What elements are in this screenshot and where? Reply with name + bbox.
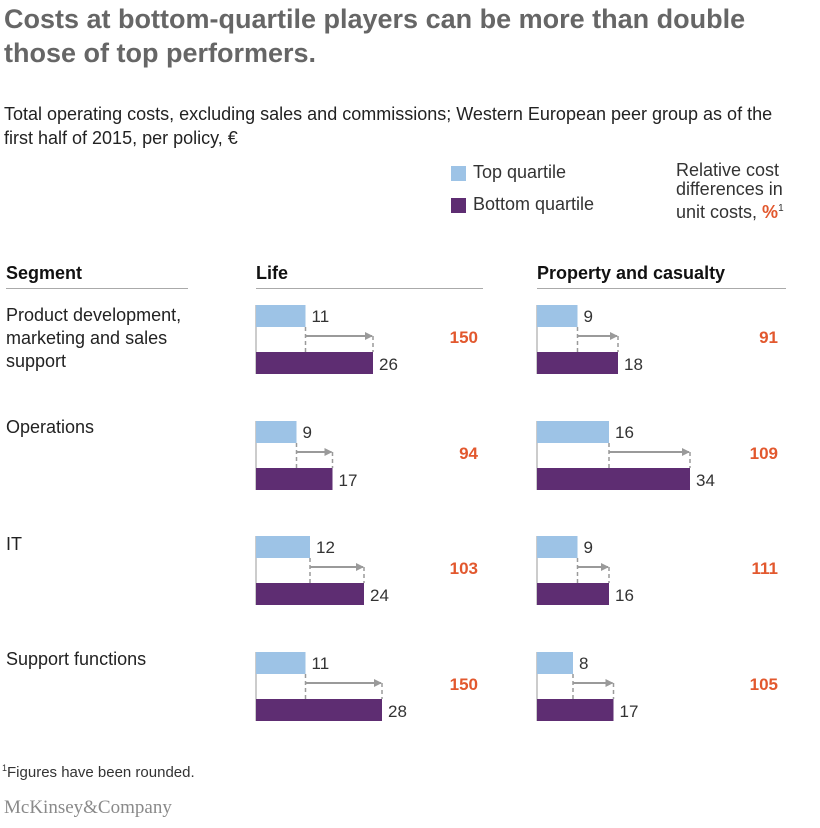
chart-subtitle: Total operating costs, excluding sales a… — [4, 104, 773, 148]
footnote-text: Figures have been rounded. — [7, 764, 195, 781]
segment-label-support-functions: Support functions — [6, 649, 147, 669]
segment-label-it: IT — [6, 534, 22, 554]
bar-top-property-and-casualty-1 — [537, 421, 609, 443]
bar-top-life-3 — [256, 652, 306, 674]
bar-top-property-and-casualty-3 — [537, 652, 573, 674]
bar-top-property-and-casualty-0 — [537, 305, 578, 327]
segment-label-product-development: Product development, marketing and sales… — [6, 305, 182, 371]
column-rule-life — [256, 288, 483, 289]
pct-diff-life-1: 94 — [459, 444, 478, 463]
pct-diff-life-2: 103 — [450, 559, 478, 578]
pct-diff-property-and-casualty-2: 111 — [752, 559, 779, 578]
bar-top-life-0 — [256, 305, 306, 327]
bar-bottom-property-and-casualty-1 — [537, 468, 690, 490]
bar-bottom-life-0 — [256, 352, 373, 374]
column-header-segment: Segment — [6, 263, 83, 283]
bar-bottom-property-and-casualty-3 — [537, 699, 614, 721]
bar-bottom-property-and-casualty-0 — [537, 352, 618, 374]
relative-note-line3: unit costs, %1 — [676, 199, 784, 222]
relative-note-line2: differences in — [676, 179, 783, 199]
chart-title: Costs at bottom-quartile players can be … — [4, 4, 746, 68]
pct-diff-property-and-casualty-3: 105 — [750, 675, 778, 694]
bar-top-life-2 — [256, 536, 310, 558]
label-top-property-and-casualty-3: 8 — [579, 654, 588, 673]
legend-label-bottom: Bottom quartile — [473, 194, 595, 214]
legend-swatch-top — [451, 166, 466, 181]
column-header-pc: Property and casualty — [537, 263, 726, 283]
relative-note-prefix: unit costs, — [676, 202, 763, 222]
column-rule-segment — [6, 288, 188, 289]
bar-top-life-1 — [256, 421, 297, 443]
bar-top-property-and-casualty-2 — [537, 536, 578, 558]
label-bottom-property-and-casualty-2: 16 — [615, 586, 634, 605]
relative-note-line1: Relative cost — [676, 160, 780, 180]
footnote: 1Figures have been rounded. — [2, 763, 195, 781]
label-bottom-property-and-casualty-3: 17 — [620, 702, 639, 721]
relative-note-pct: % — [762, 202, 779, 222]
pct-diff-property-and-casualty-1: 109 — [750, 444, 778, 463]
bar-bottom-life-3 — [256, 699, 382, 721]
segment-label-operations: Operations — [6, 417, 95, 437]
label-top-life-1: 9 — [303, 423, 312, 442]
bar-bottom-life-1 — [256, 468, 333, 490]
column-rule-pc — [537, 288, 786, 289]
label-bottom-property-and-casualty-1: 34 — [696, 471, 715, 490]
relative-difference-note: Relative cost differences in unit costs,… — [676, 161, 784, 222]
bar-bottom-property-and-casualty-2 — [537, 583, 609, 605]
legend-swatch-bottom — [451, 198, 466, 213]
label-bottom-life-3: 28 — [388, 702, 407, 721]
pct-diff-life-3: 150 — [450, 675, 478, 694]
legend-label-top: Top quartile — [473, 162, 567, 182]
relative-note-sup: 1 — [778, 203, 784, 214]
label-bottom-life-2: 24 — [370, 586, 389, 605]
column-header-life: Life — [256, 263, 289, 283]
label-top-property-and-casualty-2: 9 — [584, 538, 593, 557]
label-bottom-life-1: 17 — [339, 471, 358, 490]
label-top-life-2: 12 — [316, 538, 335, 557]
label-top-property-and-casualty-0: 9 — [584, 307, 593, 326]
label-bottom-life-0: 26 — [379, 355, 398, 374]
label-bottom-property-and-casualty-0: 18 — [624, 355, 643, 374]
label-top-life-0: 11 — [312, 307, 330, 326]
pct-diff-life-0: 150 — [450, 328, 478, 347]
pct-diff-property-and-casualty-0: 91 — [759, 328, 778, 347]
bar-bottom-life-2 — [256, 583, 364, 605]
label-top-property-and-casualty-1: 16 — [615, 423, 634, 442]
label-top-life-3: 11 — [312, 654, 330, 673]
brand-logo: McKinsey&Company — [4, 797, 172, 818]
footnote-sup: 1 — [2, 763, 8, 773]
